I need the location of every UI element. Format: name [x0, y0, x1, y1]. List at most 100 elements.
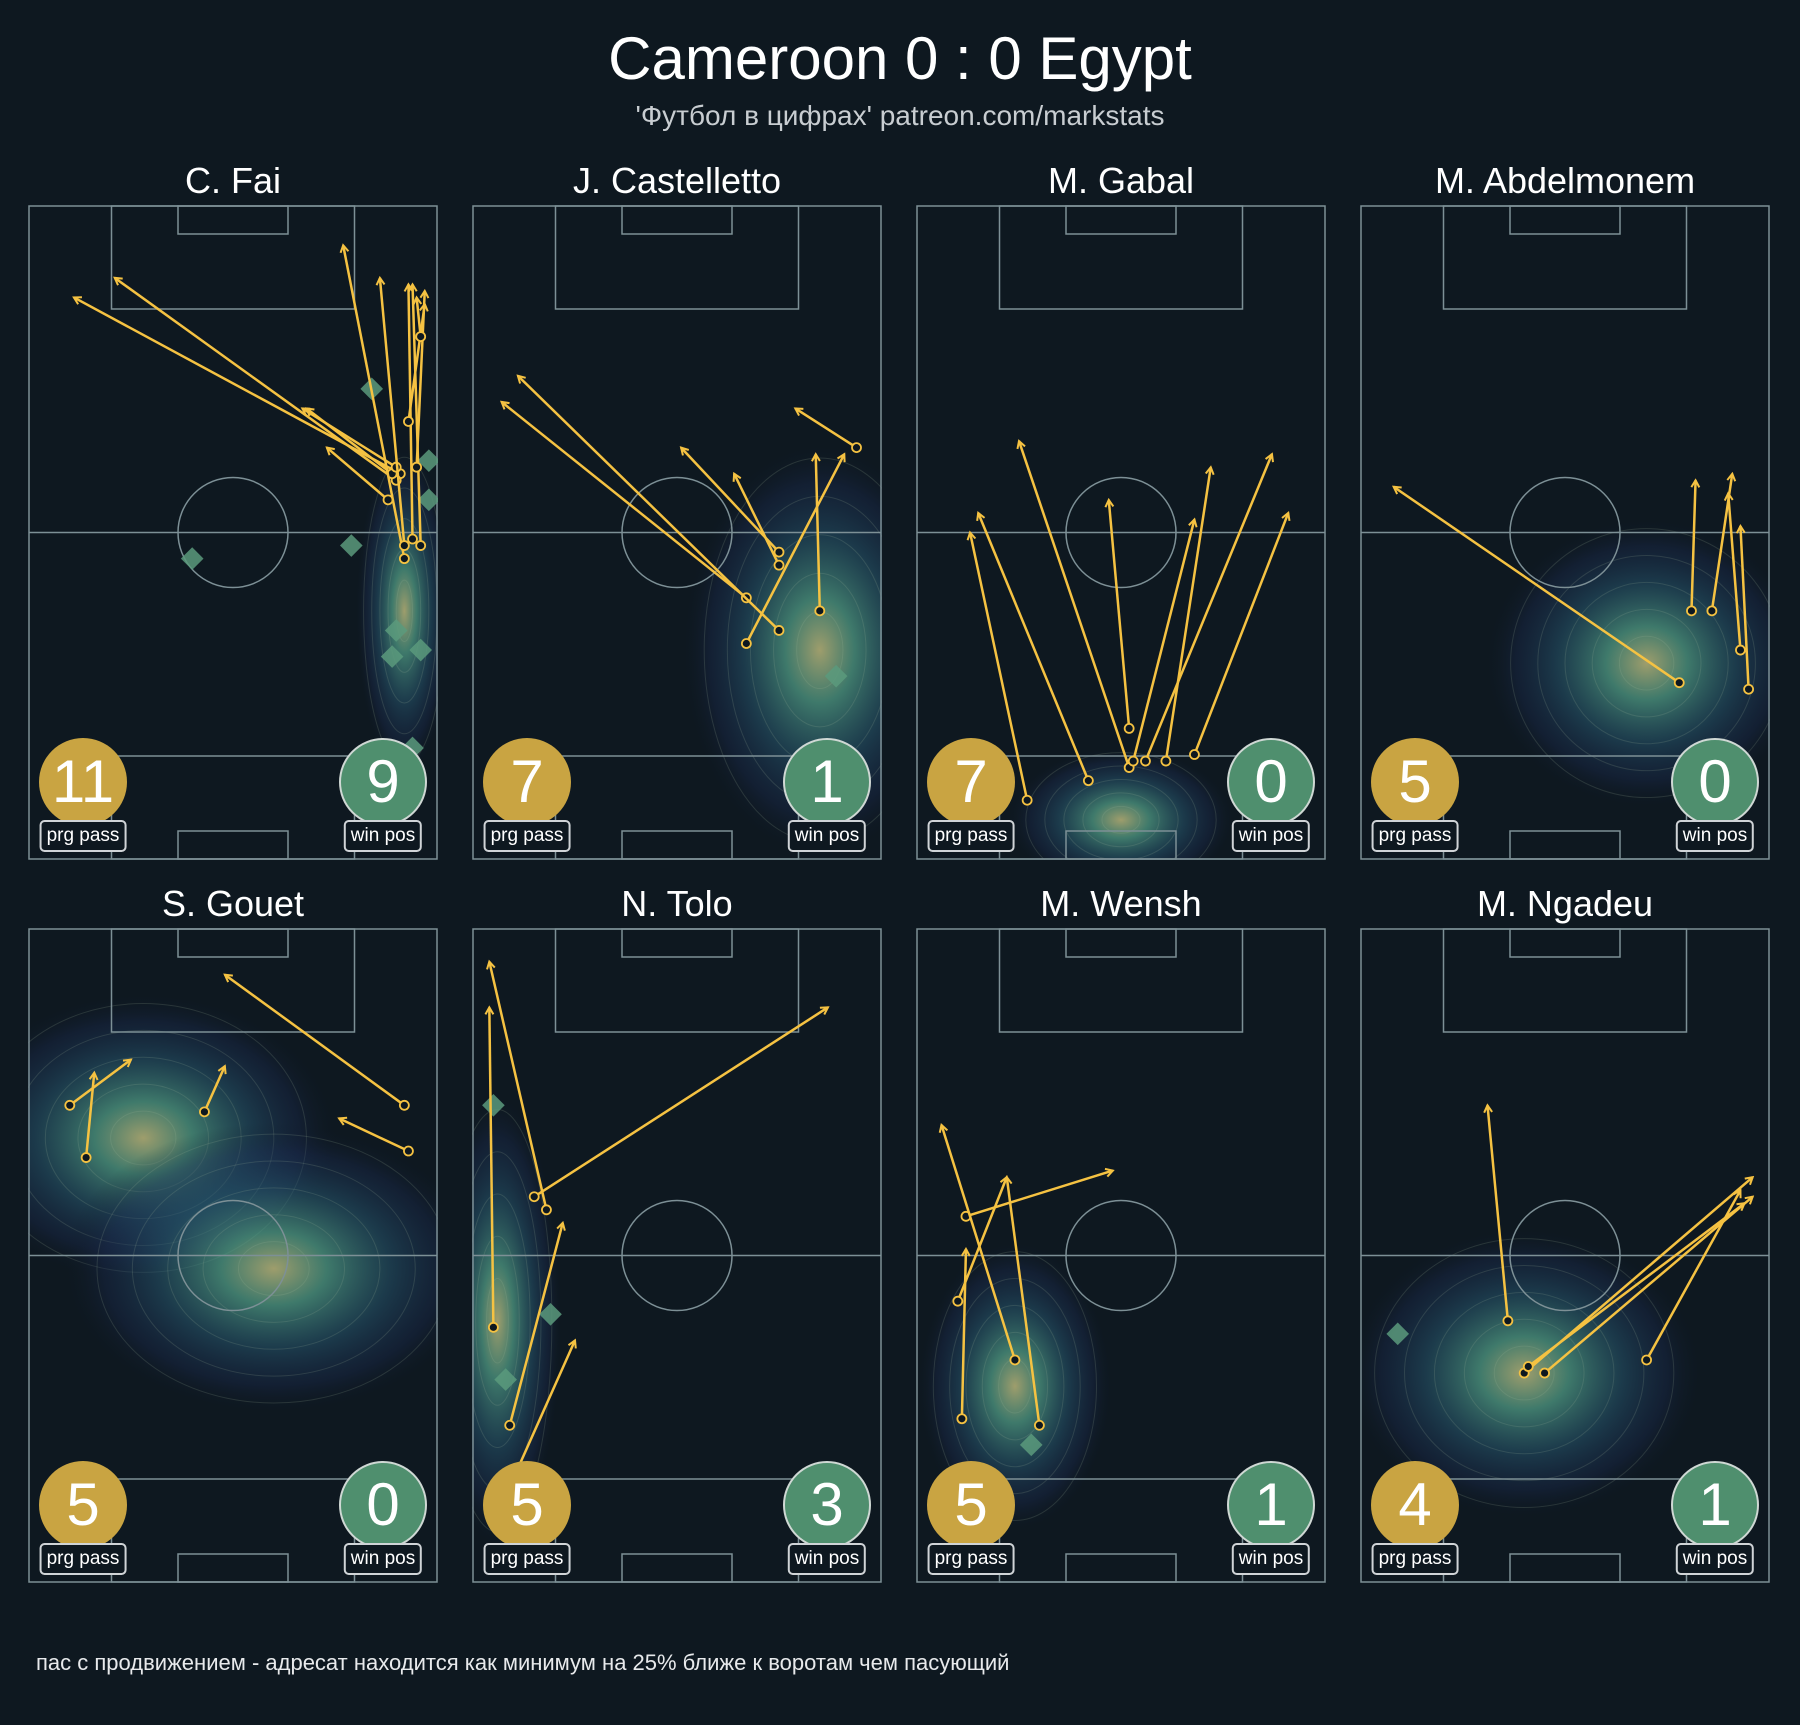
heat-contour — [167, 1187, 381, 1350]
pass-origin — [1021, 794, 1033, 806]
heat-contour — [1063, 778, 1179, 860]
win-position-marker — [417, 449, 438, 472]
heat-density — [1483, 516, 1770, 810]
pass-origin — [1539, 1367, 1551, 1379]
heat-contour — [932, 1251, 1098, 1522]
win-pos-label: win pos — [1231, 820, 1311, 852]
win-pos-label: win pos — [343, 820, 423, 852]
win-position-marker — [384, 619, 408, 642]
pass-arrow — [960, 1249, 966, 1419]
heat-density — [1006, 746, 1236, 860]
heat-contour — [1025, 752, 1217, 860]
footnote: пас с продвижением - адресат находится к… — [36, 1650, 1010, 1675]
prg-pass-count: 11 — [39, 738, 127, 826]
player-panel: C. Fai 11 prg pass 9 win pos — [28, 160, 438, 860]
pass-arrow — [1740, 526, 1750, 690]
heat-contour — [1564, 581, 1729, 745]
heat-density — [355, 443, 438, 778]
prg-pass-label: prg pass — [1371, 1543, 1459, 1575]
prg-pass-count: 7 — [483, 738, 571, 826]
win-position-marker — [409, 638, 432, 662]
prg-pass-label: prg pass — [483, 820, 571, 852]
win-position-marker — [824, 664, 848, 688]
player-panel: M. Ngadeu 4 prg pass 1 win pos — [1360, 883, 1770, 1583]
pass-arrow — [795, 408, 858, 449]
heat-contour — [202, 1214, 346, 1323]
pass-origin — [80, 1152, 92, 1163]
prg-pass-label: prg pass — [483, 1543, 571, 1575]
player-name: M. Ngadeu — [1476, 883, 1654, 924]
pass-arrow — [956, 1177, 1007, 1302]
win-position-marker — [340, 534, 363, 557]
prg-pass-count: 5 — [927, 1461, 1015, 1549]
win-position-marker — [494, 1368, 517, 1391]
pass-arrow — [816, 454, 822, 611]
pass-arrow — [970, 533, 1029, 801]
pass-origin — [411, 461, 423, 473]
player-name: M. Abdelmonem — [1434, 160, 1696, 201]
pitch — [472, 928, 882, 1583]
player-name: S. Gouet — [161, 883, 305, 924]
pass-arrow — [380, 278, 406, 546]
pitch-lines — [472, 928, 882, 1583]
heat-contour — [1404, 1264, 1645, 1482]
heat-contour — [1101, 805, 1141, 834]
heat-contour — [949, 1278, 1081, 1495]
pass-arrow — [1007, 1177, 1041, 1426]
heat-contour — [1537, 555, 1756, 772]
heat-contour — [475, 1235, 520, 1406]
prg-pass-label: prg pass — [927, 1543, 1015, 1575]
pass-arrow — [417, 297, 421, 337]
heat-contour — [96, 1133, 438, 1404]
pass-arrow — [978, 513, 1090, 782]
win-pos-label: win pos — [787, 1543, 867, 1575]
pass-origin — [851, 442, 862, 454]
pass-origin — [504, 1419, 516, 1431]
pitch — [28, 928, 438, 1583]
heat-density — [61, 1122, 438, 1415]
pass-origin — [398, 1099, 410, 1111]
pass-origin — [956, 1413, 968, 1425]
pass-origin — [773, 559, 785, 571]
pass-origin — [1686, 605, 1697, 617]
pitch — [1360, 205, 1770, 860]
pass-origin — [403, 416, 414, 427]
pass-origin — [952, 1295, 964, 1307]
win-pos-count: 1 — [783, 738, 871, 826]
win-pos-count: 3 — [783, 1461, 871, 1549]
pass-origin — [541, 1204, 552, 1216]
pass-origin — [1123, 723, 1135, 734]
pass-origin — [398, 540, 410, 551]
pass-arrow — [1019, 441, 1131, 768]
pass-arrow — [407, 304, 424, 422]
pass-arrow — [1487, 1105, 1510, 1321]
pass-arrow — [1144, 454, 1271, 762]
pass-arrow — [69, 1060, 131, 1107]
win-pos-label: win pos — [343, 1543, 423, 1575]
player-panel: M. Abdelmonem 5 prg pass 0 win pos — [1360, 160, 1770, 860]
pass-arrow — [225, 975, 406, 1107]
prg-pass-label: prg pass — [39, 820, 127, 852]
pass-arrow — [533, 1007, 828, 1198]
pass-arrow — [965, 1171, 1113, 1218]
pass-origin — [740, 638, 752, 649]
pass-arrow — [1645, 1190, 1741, 1361]
win-position-marker — [180, 547, 204, 570]
player-name: M. Gabal — [1047, 160, 1195, 201]
pass-origin — [1641, 1354, 1653, 1366]
chart-subtitle: 'Футбол в цифрах' patreon.com/markstats — [635, 100, 1165, 131]
win-pos-label: win pos — [1675, 820, 1755, 852]
prg-pass-count: 5 — [39, 1461, 127, 1549]
heat-contour — [1044, 765, 1198, 860]
pass-arrow — [203, 1066, 224, 1113]
heat-contour — [965, 1304, 1065, 1468]
pass-arrow — [1132, 519, 1194, 762]
pitch-lines — [916, 928, 1326, 1583]
pass-arrow — [734, 474, 781, 566]
win-position-marker — [380, 645, 404, 668]
pass-origin — [407, 533, 418, 545]
pass-arrow — [302, 408, 397, 469]
player-name: C. Fai — [184, 160, 281, 201]
pass-origin — [773, 546, 785, 558]
pass-arrow — [115, 278, 397, 482]
